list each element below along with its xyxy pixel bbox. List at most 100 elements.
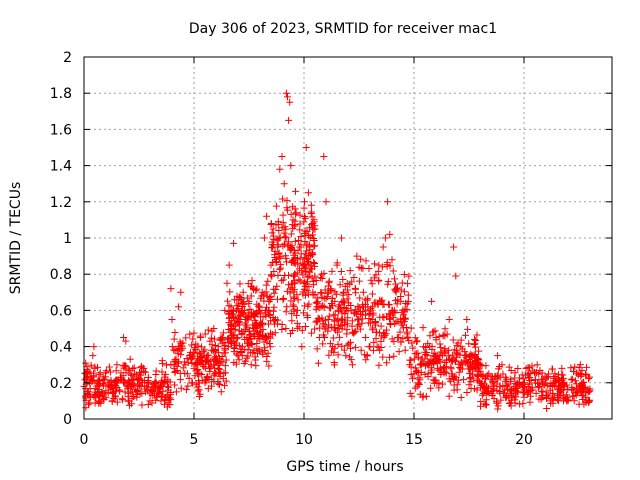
data-point-dense [268, 330, 276, 338]
data-point-dense [529, 367, 537, 375]
data-point-dense [152, 396, 160, 404]
data-point-dense [268, 272, 276, 280]
data-point-dense [343, 280, 351, 288]
data-point-dense [526, 398, 534, 406]
y-axis-label: SRMTID / TECUs [8, 182, 24, 295]
data-point-dense [176, 369, 184, 377]
data-point-dense [397, 338, 405, 346]
data-point-dense [453, 347, 461, 355]
data-point [538, 375, 546, 383]
data-point-dense [220, 382, 228, 390]
data-point-dense [194, 387, 202, 395]
data-point-dense [583, 363, 591, 371]
data-point-dense [538, 387, 546, 395]
data-point-dense [419, 324, 427, 332]
data-point-dense [241, 319, 249, 327]
data-point-dense [296, 220, 304, 228]
data-point-dense [270, 285, 278, 293]
data-point-dense [237, 348, 245, 356]
data-point-dense [265, 362, 273, 370]
data-point-dense [283, 204, 291, 212]
data-point-dense [392, 318, 400, 326]
data-point-dense [450, 355, 458, 363]
data-point-dense [245, 327, 253, 335]
data-point-dense [535, 395, 543, 403]
data-point-dense [280, 229, 288, 237]
data-point-dense [274, 271, 282, 279]
data-point-dense [526, 374, 534, 382]
data-point-dense [108, 397, 116, 405]
data-point-dense [230, 348, 238, 356]
data-point-dense [347, 338, 355, 346]
data-point-dense [279, 219, 287, 227]
data-point-dense [462, 353, 470, 361]
data-point [485, 370, 493, 378]
data-point-dense [363, 351, 371, 359]
data-point-dense [233, 292, 241, 300]
data-point-dense [366, 309, 374, 317]
data-point-dense [377, 322, 385, 330]
data-point-dense [138, 401, 146, 409]
data-point-dense [267, 271, 275, 279]
data-point-dense [195, 349, 203, 357]
data-point [472, 364, 480, 372]
data-point-dense [269, 307, 277, 315]
data-point-dense [130, 381, 138, 389]
data-point-dense [356, 294, 364, 302]
data-point-dense [287, 244, 295, 252]
data-point-dense [567, 364, 575, 372]
data-point-dense [338, 307, 346, 315]
data-point-dense [295, 236, 303, 244]
data-point-dense [400, 288, 408, 296]
data-point-dense [350, 329, 358, 337]
data-point [150, 382, 158, 390]
data-point-dense [113, 398, 121, 406]
data-point-dense [430, 359, 438, 367]
data-point-dense [94, 391, 102, 399]
data-point-dense [564, 385, 572, 393]
data-point [291, 270, 299, 278]
data-point-dense [436, 340, 444, 348]
data-point [502, 375, 510, 383]
data-point [533, 361, 541, 369]
data-point-dense [393, 284, 401, 292]
data-point [287, 162, 295, 170]
data-point-dense [224, 297, 232, 305]
data-point-dense [372, 271, 380, 279]
data-point-dense [297, 232, 305, 240]
data-point-dense [290, 294, 298, 302]
data-point-dense [414, 353, 422, 361]
data-point-dense [171, 358, 179, 366]
data-point-dense [147, 384, 155, 392]
data-point [144, 379, 152, 387]
data-point-dense [318, 302, 326, 310]
data-point-dense [473, 331, 481, 339]
data-point-dense [397, 286, 405, 294]
data-point-dense [271, 329, 279, 337]
data-point [375, 261, 383, 269]
data-point [414, 379, 422, 387]
data-point [278, 153, 286, 161]
data-point-dense [585, 397, 593, 405]
data-point-dense [238, 331, 246, 339]
data-point-dense [511, 393, 519, 401]
data-point-dense [233, 318, 241, 326]
data-point-dense [339, 275, 347, 283]
data-point [436, 364, 444, 372]
data-point-dense [235, 312, 243, 320]
data-point-dense [431, 353, 439, 361]
data-point-dense [384, 280, 392, 288]
data-point-dense [289, 301, 297, 309]
data-point [489, 382, 497, 390]
data-point-dense [418, 360, 426, 368]
data-point [555, 391, 563, 399]
data-point-dense [514, 364, 522, 372]
data-point-dense [186, 330, 194, 338]
data-point [159, 379, 167, 387]
data-point [153, 393, 161, 401]
data-point-dense [226, 328, 234, 336]
data-point-dense [414, 349, 422, 357]
data-point-dense [302, 267, 310, 275]
data-point-dense [318, 274, 326, 282]
